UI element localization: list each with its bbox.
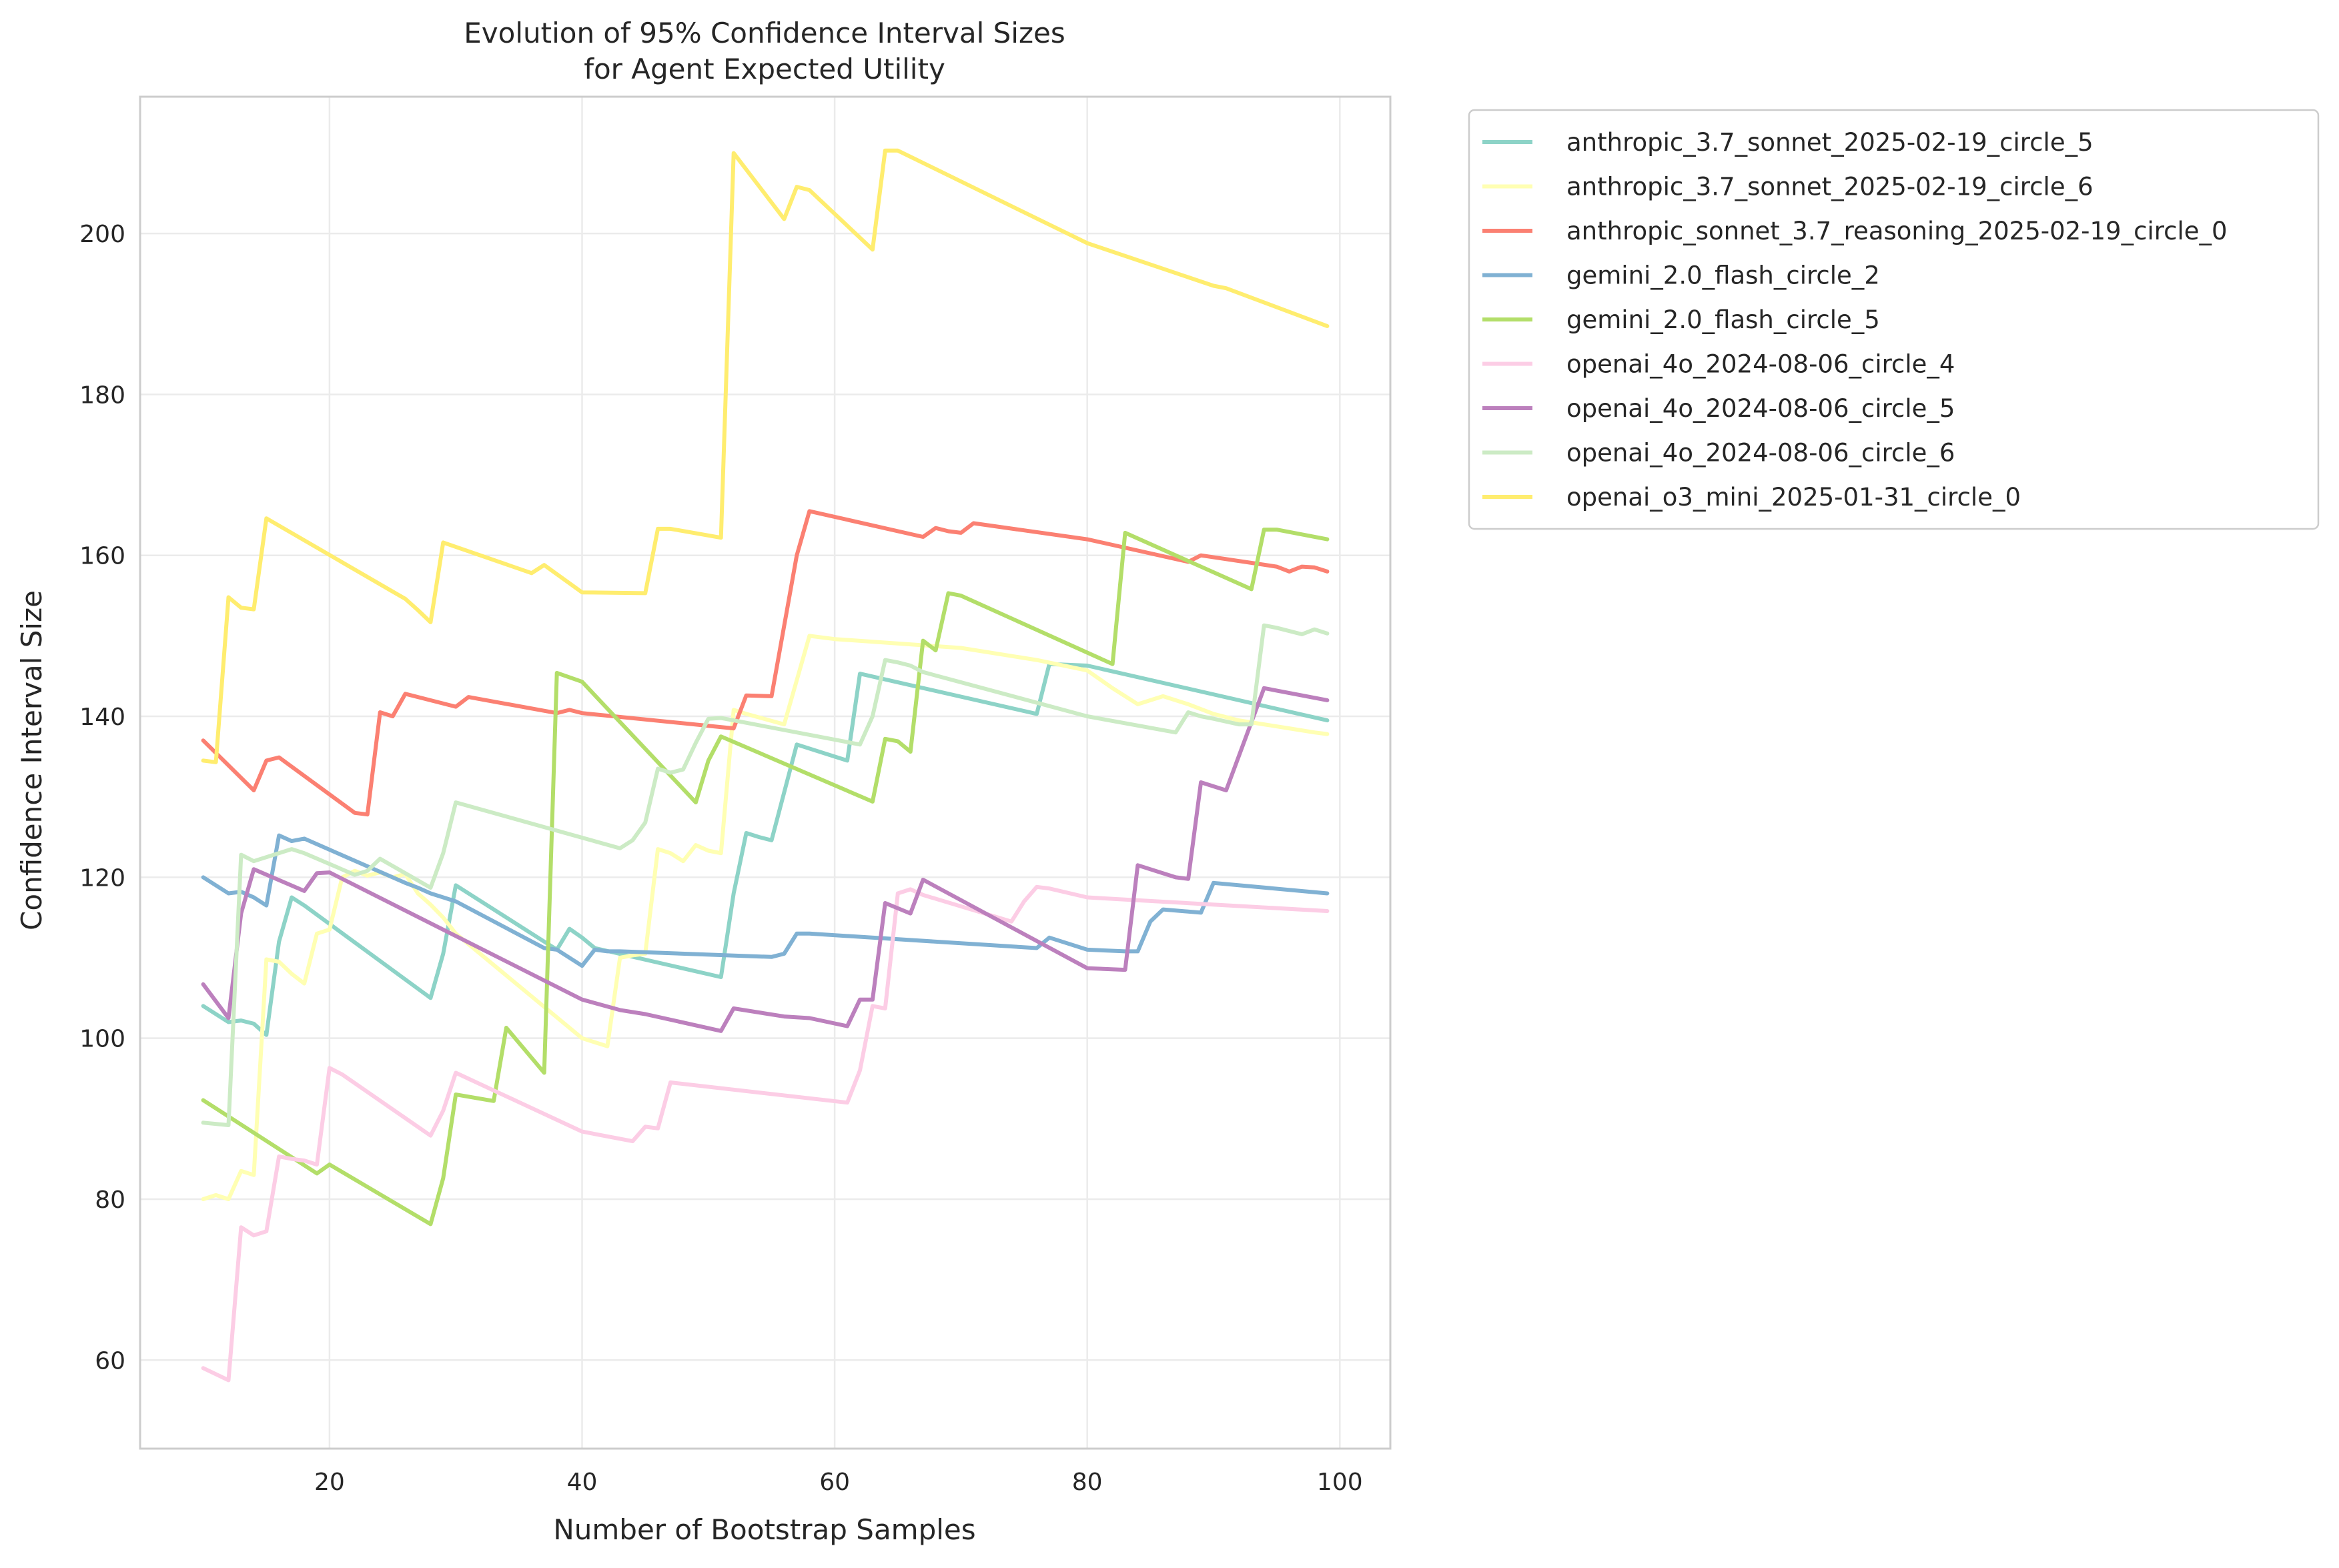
y-tick-label: 140	[79, 704, 125, 731]
y-tick-labels: 60 80 100 120 140 160 180 200	[79, 221, 125, 1375]
series-line-0	[201, 662, 1330, 1037]
legend-label-5: openai_4o_2024-08-06_circle_4	[1566, 350, 1955, 379]
y-tick-label: 180	[79, 381, 125, 409]
legend-label-8: openai_o3_mini_2025-01-31_circle_0	[1566, 483, 2021, 512]
legend-box	[1468, 109, 2320, 530]
x-tick-label: 80	[1072, 1469, 1103, 1496]
legend: anthropic_3.7_sonnet_2025-02-19_circle_5…	[1468, 109, 2320, 530]
grid	[140, 97, 1390, 1449]
series-line-3	[201, 833, 1330, 968]
series-line-4	[201, 528, 1330, 1227]
legend-label-2: anthropic_sonnet_3.7_reasoning_2025-02-1…	[1566, 217, 2228, 245]
legend-label-7: openai_4o_2024-08-06_circle_6	[1566, 439, 1955, 468]
series-line-5	[201, 884, 1330, 1383]
legend-label-0: anthropic_3.7_sonnet_2025-02-19_circle_5	[1566, 128, 2093, 157]
x-tick-labels: 20 40 60 80 100	[314, 1469, 1363, 1496]
x-axis-label: Number of Bootstrap Samples	[553, 1513, 975, 1546]
x-tick-label: 40	[567, 1469, 598, 1496]
y-tick-label: 120	[79, 864, 125, 892]
chart-title-line-2: for Agent Expected Utility	[584, 53, 945, 85]
series-line-8	[201, 148, 1330, 764]
plot-frame	[139, 95, 1392, 1450]
legend-label-3: gemini_2.0_flash_circle_2	[1566, 261, 1880, 290]
y-tick-label: 200	[79, 221, 125, 248]
series-line-6	[201, 686, 1330, 1033]
chart-title-line-1: Evolution of 95% Confidence Interval Siz…	[464, 17, 1065, 49]
y-tick-label: 160	[79, 543, 125, 570]
series-line-2	[201, 509, 1330, 817]
series-line-7	[201, 623, 1330, 1127]
series-group	[201, 148, 1330, 1383]
legend-label-4: gemini_2.0_flash_circle_5	[1566, 305, 1880, 334]
legend-label-6: openai_4o_2024-08-06_circle_5	[1566, 394, 1955, 423]
x-tick-label: 60	[819, 1469, 850, 1496]
x-tick-label: 100	[1317, 1469, 1363, 1496]
y-tick-label: 80	[95, 1187, 125, 1214]
y-tick-label: 100	[79, 1026, 125, 1053]
legend-label-1: anthropic_3.7_sonnet_2025-02-19_circle_6	[1566, 173, 2093, 201]
x-tick-label: 20	[314, 1469, 345, 1496]
y-tick-label: 60	[95, 1347, 125, 1375]
y-axis-label: Confidence Interval Size	[15, 590, 48, 930]
